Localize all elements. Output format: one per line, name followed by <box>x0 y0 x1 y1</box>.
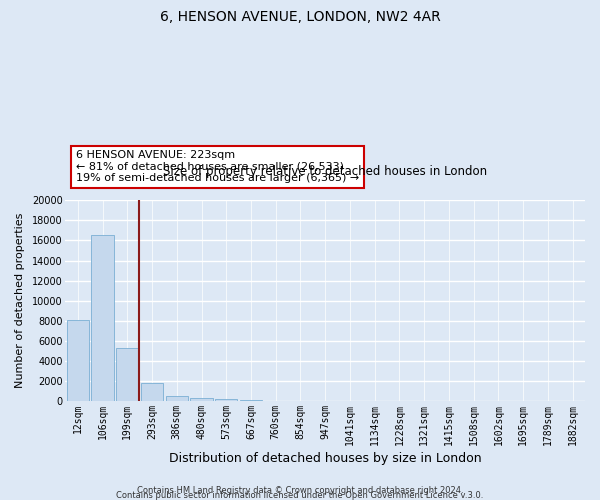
Text: 6, HENSON AVENUE, LONDON, NW2 4AR: 6, HENSON AVENUE, LONDON, NW2 4AR <box>160 10 440 24</box>
Text: 6 HENSON AVENUE: 223sqm
← 81% of detached houses are smaller (26,533)
19% of sem: 6 HENSON AVENUE: 223sqm ← 81% of detache… <box>76 150 359 183</box>
Text: Contains HM Land Registry data © Crown copyright and database right 2024.: Contains HM Land Registry data © Crown c… <box>137 486 463 495</box>
Text: Contains public sector information licensed under the Open Government Licence v.: Contains public sector information licen… <box>116 491 484 500</box>
Title: Size of property relative to detached houses in London: Size of property relative to detached ho… <box>163 165 487 178</box>
Bar <box>265 400 287 401</box>
Bar <box>67 320 89 401</box>
X-axis label: Distribution of detached houses by size in London: Distribution of detached houses by size … <box>169 452 482 465</box>
Bar <box>190 398 212 401</box>
Bar <box>141 383 163 401</box>
Y-axis label: Number of detached properties: Number of detached properties <box>15 213 25 388</box>
Bar <box>91 236 114 401</box>
Bar <box>116 348 139 401</box>
Bar <box>240 400 262 401</box>
Bar <box>166 396 188 401</box>
Bar <box>215 400 238 401</box>
